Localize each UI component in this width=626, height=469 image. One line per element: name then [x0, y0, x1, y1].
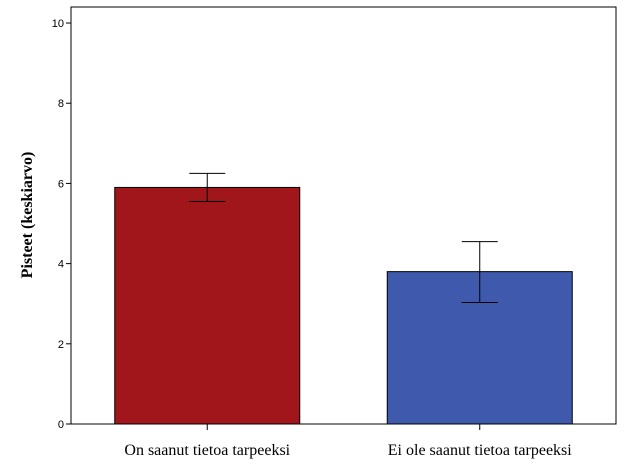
y-tick-label: 0	[58, 419, 64, 431]
y-tick-label: 8	[58, 98, 64, 110]
x-axis-ticks: On saanut tietoa tarpeeksi Ei ole saanut …	[124, 424, 572, 459]
x-tick-label: Ei ole saanut tietoa tarpeeksi	[388, 442, 572, 459]
y-axis-title: Pisteet (keskiarvo)	[19, 152, 36, 279]
y-tick-label: 2	[58, 339, 64, 351]
bar	[114, 186, 301, 425]
y-tick-label: 6	[58, 178, 64, 190]
x-tick-label: On saanut tietoa tarpeeksi	[124, 442, 290, 459]
error-bars-group	[189, 172, 498, 304]
y-tick-label: 4	[58, 259, 64, 271]
y-tick-label: 10	[52, 18, 64, 30]
y-axis-ticks: 0 2 4 6 8 10	[52, 18, 71, 431]
bars-group	[114, 186, 573, 425]
